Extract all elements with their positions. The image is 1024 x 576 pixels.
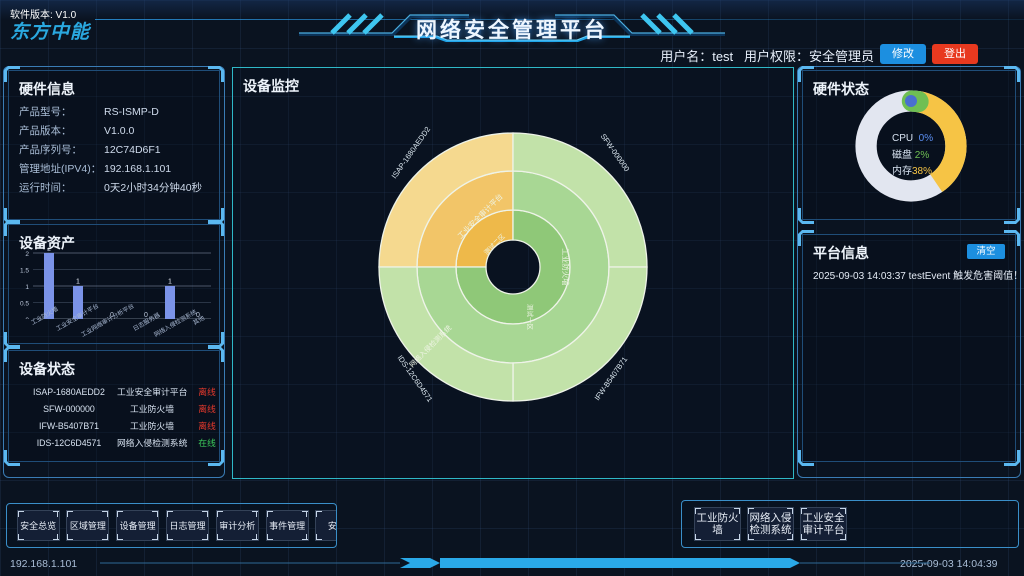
svg-text:1.5: 1.5 bbox=[20, 268, 29, 275]
svg-text:1: 1 bbox=[168, 279, 172, 286]
svg-text:0.5: 0.5 bbox=[20, 301, 29, 308]
svg-text:1: 1 bbox=[25, 284, 29, 291]
svg-text:工业防火墙: 工业防火墙 bbox=[561, 248, 571, 286]
svg-text:SFW-000000: SFW-000000 bbox=[599, 132, 632, 173]
svg-text:测试一区: 测试一区 bbox=[526, 304, 535, 331]
svg-text:1: 1 bbox=[76, 279, 80, 286]
